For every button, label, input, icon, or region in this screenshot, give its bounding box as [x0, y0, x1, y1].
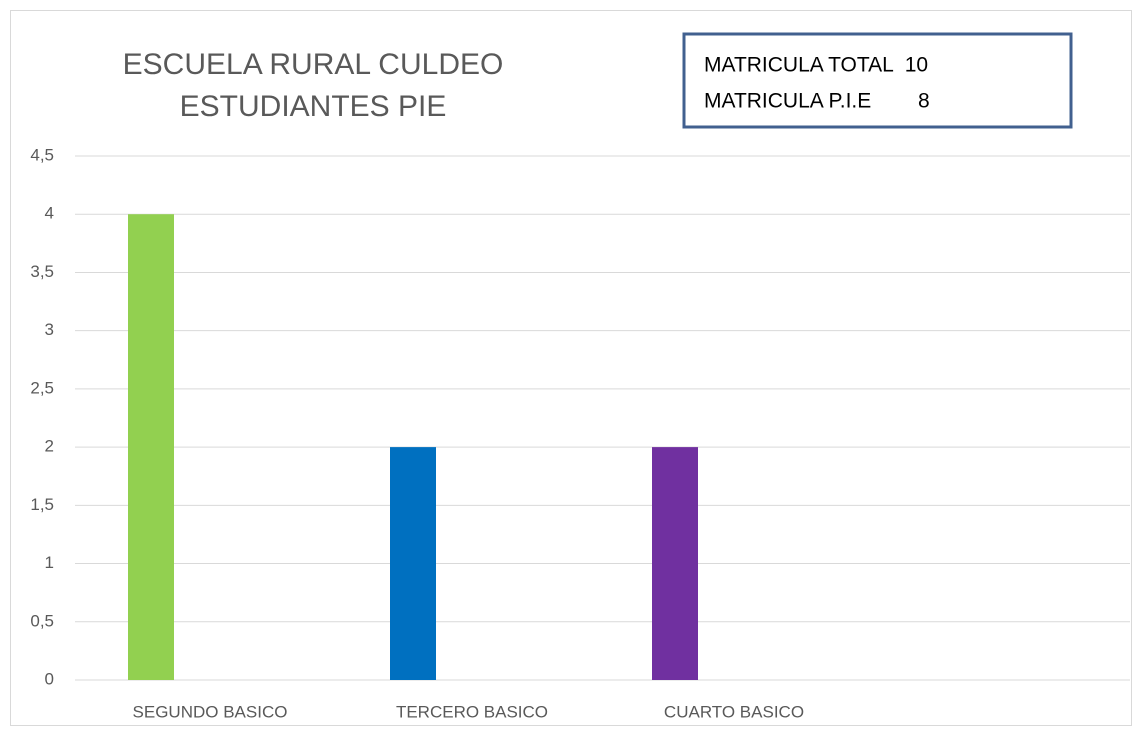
annotation: MATRICULA TOTAL 10: [704, 54, 928, 77]
chart-border: [10, 10, 1132, 726]
x-tick-label: SEGUNDO BASICO: [133, 702, 288, 721]
y-tick-label: 1,5: [30, 495, 54, 514]
y-tick-label: 3,5: [30, 262, 54, 281]
bar: [390, 447, 436, 680]
y-tick-label: 0: [45, 669, 54, 688]
chart-title: ESCUELA RURAL CULDEO: [123, 48, 504, 81]
y-tick-label: 2: [45, 437, 54, 456]
chart-title: ESTUDIANTES PIE: [180, 90, 447, 123]
y-tick-label: 4,5: [30, 145, 54, 164]
x-tick-label: CUARTO BASICO: [664, 702, 804, 721]
annotation: MATRICULA P.I.E 8: [704, 90, 930, 113]
x-tick-label: TERCERO BASICO: [396, 702, 548, 721]
y-tick-label: 4: [45, 204, 54, 223]
y-tick-label: 1: [45, 553, 54, 572]
annotation-box: [682, 32, 1073, 129]
bar: [128, 214, 174, 680]
y-tick-label: 0,5: [30, 611, 54, 630]
y-tick-label: 3: [45, 320, 54, 339]
y-tick-label: 2,5: [30, 378, 54, 397]
bar: [652, 447, 698, 680]
